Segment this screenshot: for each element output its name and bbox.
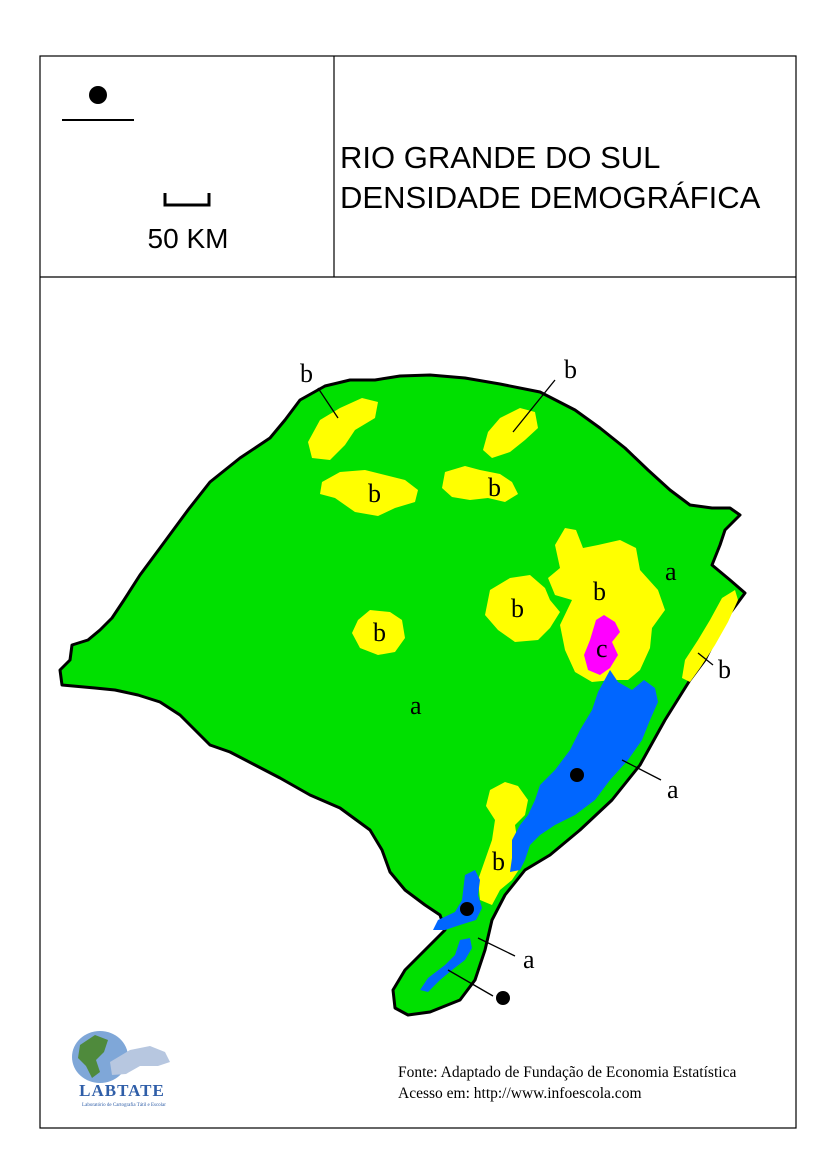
- hand-icon: [110, 1046, 170, 1075]
- patch-b-south: [478, 782, 528, 905]
- label-b: b: [488, 473, 501, 502]
- label-a: a: [410, 691, 422, 720]
- city-dot-icon: [460, 902, 474, 916]
- continent-icon: [78, 1035, 108, 1078]
- city-dot-icon: [570, 768, 584, 782]
- density-c-patch: [584, 615, 620, 675]
- title-line2: DENSIDADE DEMOGRÁFICA: [340, 180, 761, 215]
- city-dot-icon: [496, 991, 510, 1005]
- title-line1: RIO GRANDE DO SUL: [340, 140, 660, 175]
- lagoa-mirim-south-icon: [420, 938, 472, 992]
- label-b: b: [593, 577, 606, 606]
- scale-label: 50 KM: [148, 223, 229, 254]
- label-c: c: [596, 634, 608, 663]
- source-text: Fonte: Adaptado de Fundação de Economia …: [398, 1064, 736, 1081]
- access-text: Acesso em: http://www.infoescola.com: [398, 1085, 642, 1102]
- logo-subtitle: Laboratório de Cartografia Tátil e Escol…: [82, 1103, 166, 1108]
- leader-lines: [317, 379, 714, 997]
- patch-b-coast: [682, 590, 738, 682]
- label-a: a: [667, 775, 679, 804]
- label-b: b: [511, 594, 524, 623]
- patch-b-n: [483, 408, 538, 458]
- label-b: b: [564, 355, 577, 384]
- label-a: a: [523, 945, 535, 974]
- patch-b-west: [352, 610, 405, 655]
- legend-dot-icon: [89, 86, 107, 104]
- label-b: b: [300, 359, 313, 388]
- patch-b-nw2: [320, 470, 418, 516]
- patch-b-nw: [308, 398, 378, 460]
- label-b: b: [492, 847, 505, 876]
- scale-bar-icon: [163, 193, 211, 207]
- page-frame: [39, 55, 797, 1129]
- lagoa-dos-patos-icon: [510, 670, 658, 872]
- patch-b-n2: [442, 466, 518, 502]
- label-b: b: [373, 618, 386, 647]
- density-b-patches: [308, 398, 738, 905]
- label-a: a: [665, 557, 677, 586]
- patch-b-metro: [548, 528, 665, 682]
- label-b: b: [718, 655, 731, 684]
- label-b: b: [368, 479, 381, 508]
- logo-text: LABTATE: [79, 1081, 165, 1100]
- patch-b-central: [485, 575, 560, 642]
- labtate-logo: LABTATE Laboratório de Cartografia Tátil…: [72, 1031, 170, 1108]
